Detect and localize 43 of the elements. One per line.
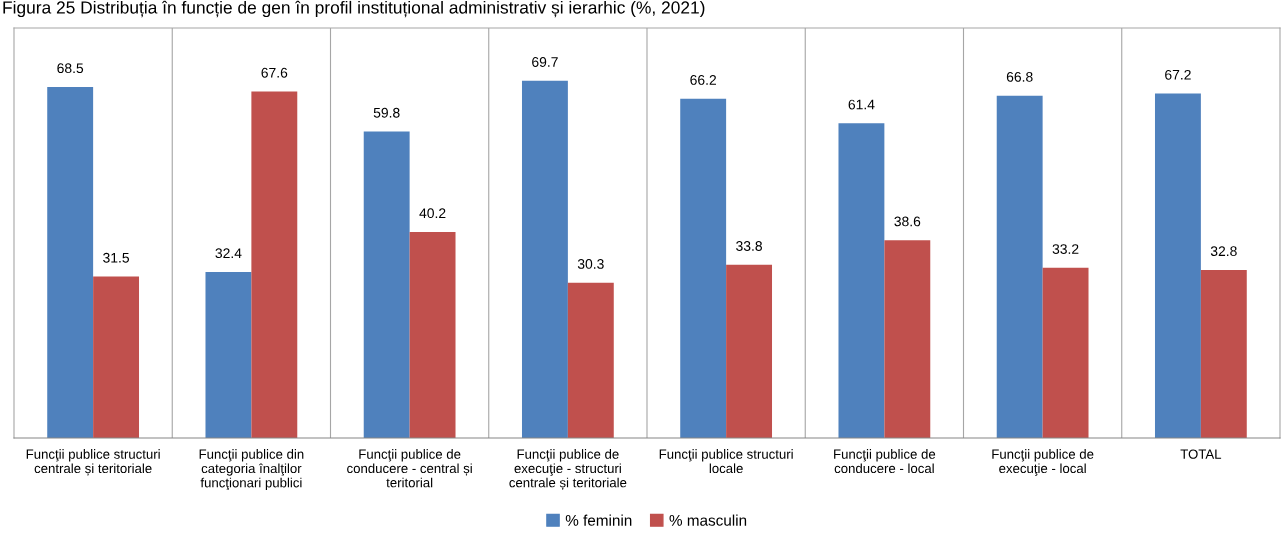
bar (1042, 267, 1089, 438)
bar (1154, 93, 1201, 438)
x-tick-label: Funcţii publice de conducere - local (834, 449, 936, 474)
data-label: 32.8 (1210, 246, 1237, 257)
bar (996, 95, 1043, 438)
data-label: 40.2 (419, 208, 446, 219)
x-tick-label: Funcţii publice de execuţie - local (992, 449, 1094, 476)
x-tick-label: Funcţii publice structuri centrale și teritoriale (26, 449, 160, 476)
data-label: 67.2 (1165, 69, 1191, 80)
data-label: 69.7 (532, 57, 558, 67)
bar (363, 131, 410, 438)
data-label: 67.6 (261, 67, 288, 78)
bar (884, 240, 931, 438)
data-label: 66.8 (1006, 71, 1033, 82)
data-label: 33.2 (1052, 244, 1079, 254)
bar (567, 282, 614, 438)
data-label: 30.3 (577, 259, 604, 269)
bar (409, 231, 456, 438)
x-tick-label: Funcţii publice de conducere - central și teritorial (347, 449, 472, 488)
data-label: 59.8 (373, 107, 400, 118)
data-label: 61.4 (848, 99, 875, 110)
x-tick-label: Funcţii publice din categoria înalţilor funcţionari publici (199, 449, 304, 491)
x-tick-label: Funcţii publice de execuţie - structuri centrale și teritoriale (509, 449, 627, 491)
bar (680, 98, 727, 438)
data-label: 31.5 (103, 252, 130, 263)
bar (838, 123, 885, 438)
data-label: 32.4 (215, 248, 242, 259)
bar (205, 271, 252, 438)
bar (47, 86, 94, 438)
x-tick-label: TOTAL (1180, 449, 1222, 459)
legend-label: % masculin (669, 514, 747, 526)
bar (93, 276, 140, 438)
legend-label: % feminin (565, 514, 632, 526)
bar (726, 264, 773, 438)
data-label: 33.8 (736, 241, 762, 251)
data-label: 38.6 (894, 216, 921, 227)
chart-title: Figura 25 Distribuția în funcție de gen în profil instituțional administrativ și ierarhic (%, 2021) (3, 0, 705, 18)
bar (521, 80, 568, 438)
data-label: 66.2 (690, 75, 716, 85)
bar (1200, 269, 1247, 438)
x-tick-label: Funcţii publice structuri locale (659, 449, 793, 474)
bar (251, 91, 298, 438)
data-label: 68.5 (57, 63, 84, 74)
